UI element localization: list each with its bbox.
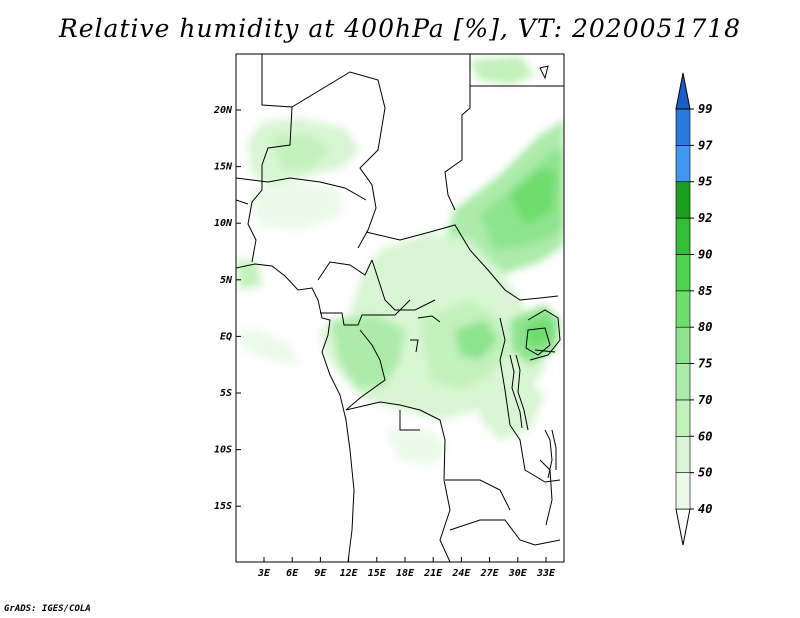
colorbar-label: 50	[698, 466, 712, 480]
colorbar-box	[675, 217, 691, 255]
colorbar-label: 40	[698, 502, 712, 516]
lon-tick-label: 3E	[257, 568, 271, 579]
colorbar-max-triangle	[675, 72, 691, 110]
colorbar-box	[675, 435, 691, 473]
colorbar-box	[675, 254, 691, 292]
lakes	[410, 65, 557, 479]
lon-tick-label: 21E	[423, 568, 443, 579]
colorbar-label: 92	[698, 211, 712, 225]
lon-tick-label: 33E	[536, 568, 556, 579]
colorbar-label: 75	[698, 357, 712, 371]
lat-tick-label: 5S	[220, 388, 232, 399]
colorbar-label: 80	[698, 320, 712, 334]
colorbar: 40 50 60 70 75 80 85 90 92 95 97 99	[675, 72, 713, 546]
colorbar-label: 90	[698, 247, 712, 261]
lon-tick-label: 24E	[451, 568, 471, 579]
colorbar-box	[675, 290, 691, 328]
colorbar-label: 97	[698, 138, 713, 152]
lat-tick-label: 15S	[214, 501, 232, 512]
colorbar-box	[675, 145, 691, 183]
colorbar-box	[675, 472, 691, 510]
credit-text: GrADS: IGES/COLA	[4, 604, 91, 614]
lat-tick-label: EQ	[220, 331, 232, 342]
lon-tick-label: 30E	[508, 568, 528, 579]
colorbar-box	[675, 363, 691, 401]
colorbar-box	[675, 399, 691, 437]
lon-tick-label: 18E	[396, 568, 415, 579]
colorbar-label: 99	[698, 102, 712, 116]
lon-tick-label: 27E	[480, 568, 500, 579]
colorbar-min-triangle	[675, 508, 691, 546]
lon-tick-label: 12E	[340, 568, 359, 579]
lat-tick-label: 20N	[213, 105, 233, 116]
colorbar-label: 95	[698, 175, 712, 189]
colorbar-box	[675, 181, 691, 219]
humidity-shading	[236, 56, 564, 465]
colorbar-label: 60	[698, 429, 712, 443]
colorbar-box	[675, 326, 691, 364]
colorbar-label: 85	[698, 284, 712, 298]
page-title: Relative humidity at 400hPa [%], VT: 202…	[58, 14, 742, 43]
lon-tick-label: 15E	[368, 568, 387, 579]
lat-tick-label: 5N	[220, 275, 233, 286]
plot-frame	[235, 53, 565, 563]
lat-tick-label: 10N	[214, 218, 233, 229]
lon-tick-label: 9E	[314, 568, 327, 579]
lat-tick-label: 15N	[214, 162, 233, 173]
longitude-axis: 3E 6E 9E 12E 15E 18E 21E 24E 27E 30E 33E	[257, 557, 556, 579]
lat-tick-label: 10S	[214, 445, 232, 456]
colorbar-label: 70	[698, 393, 712, 407]
colorbar-box	[675, 108, 691, 146]
latitude-axis: 20N 15N 10N 5N EQ 5S 10S 15S	[213, 105, 241, 512]
country-borders	[236, 54, 564, 562]
lon-tick-label: 6E	[286, 568, 299, 579]
